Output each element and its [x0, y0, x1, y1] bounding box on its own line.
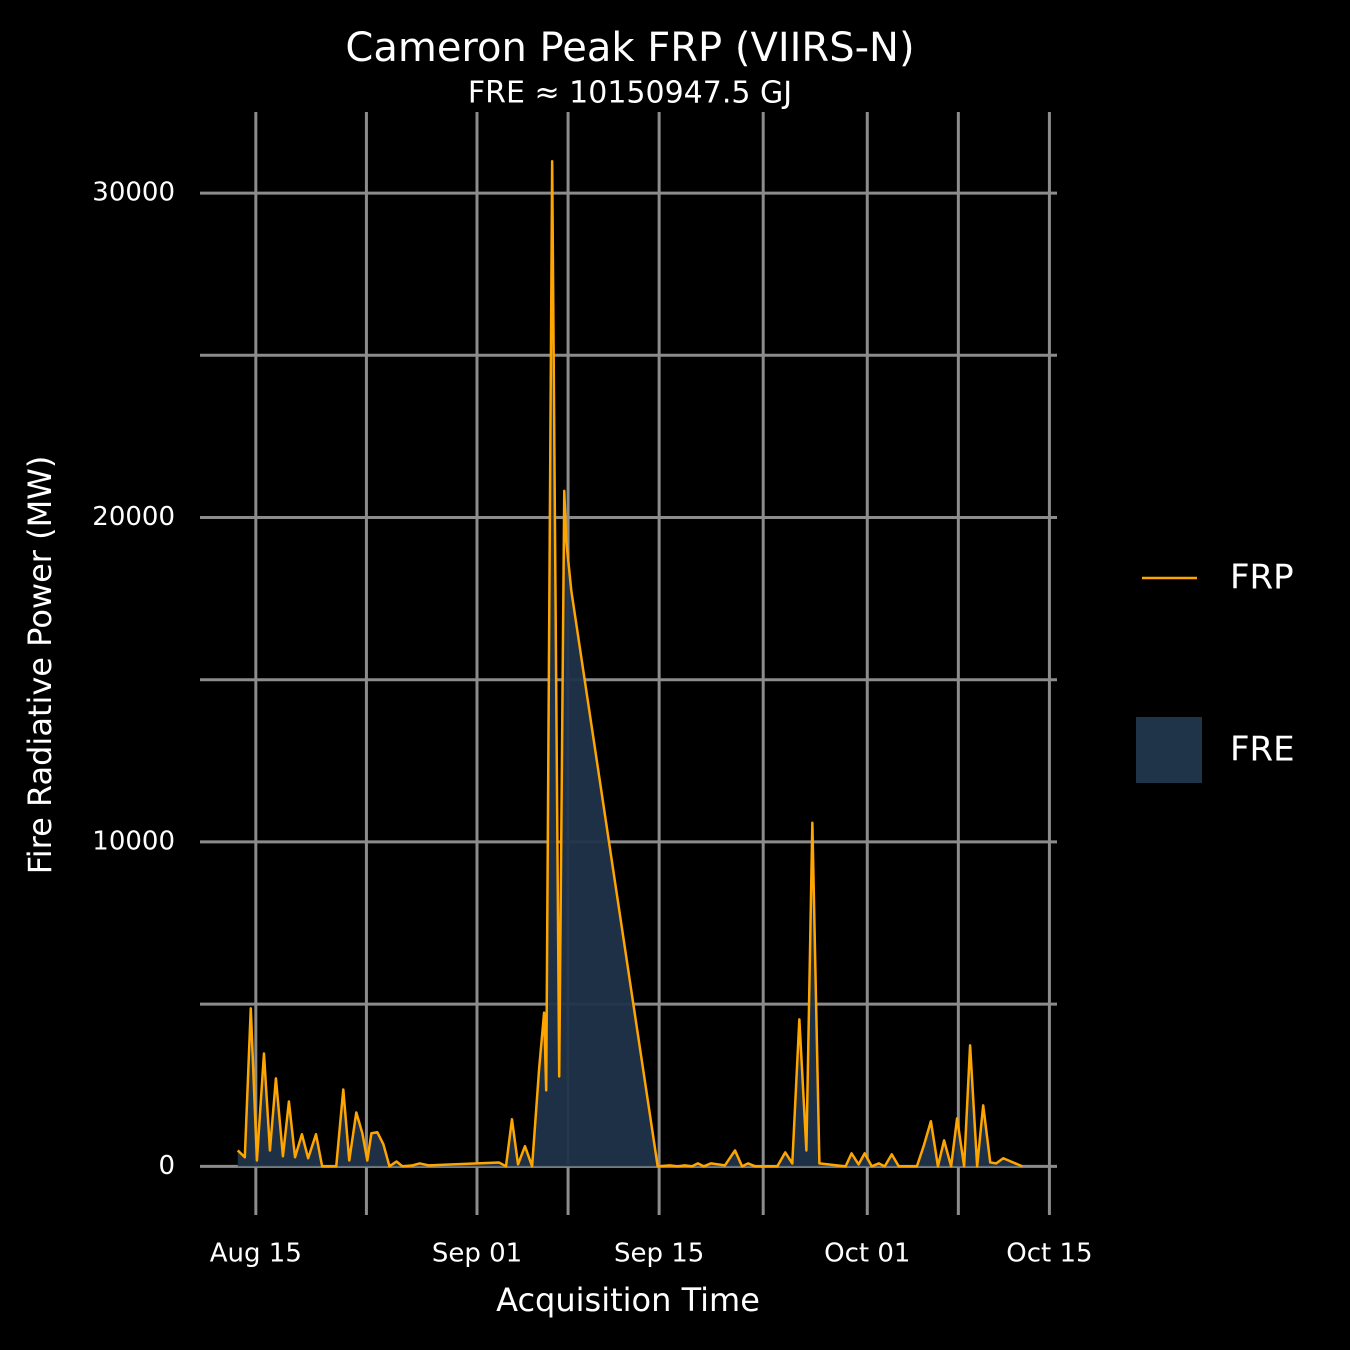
y-tick-label: 20000: [92, 502, 175, 532]
legend: FRP FRE: [1136, 558, 1295, 783]
grid: 0 10000 20000 30000 Aug 15 Sep 01 Sep 15 Oct 01…: [92, 112, 1093, 1269]
x-tick-label: Oct 01: [824, 1239, 910, 1269]
x-tick-label: Sep 15: [614, 1239, 704, 1269]
y-tick-label: 10000: [92, 826, 175, 856]
x-axis-label: Acquisition Time: [496, 1281, 760, 1319]
x-tick-label: Aug 15: [210, 1239, 302, 1269]
chart-title: Cameron Peak FRP (VIIRS-N): [345, 25, 914, 71]
y-axis-label: Fire Radiative Power (MW): [21, 456, 59, 875]
legend-label: FRE: [1230, 730, 1295, 770]
x-tick-label: Sep 01: [432, 1239, 522, 1269]
chart-subtitle: FRE ≈ 10150947.5 GJ: [468, 76, 792, 111]
plot-area: [236, 160, 1023, 1168]
y-tick-label: 0: [158, 1151, 175, 1181]
legend-label: FRP: [1230, 558, 1294, 598]
line: [236, 160, 1023, 1168]
legend-patch: [1136, 717, 1202, 783]
y-tick-label: 30000: [92, 178, 175, 208]
x-tick-label: Oct 15: [1006, 1239, 1092, 1269]
